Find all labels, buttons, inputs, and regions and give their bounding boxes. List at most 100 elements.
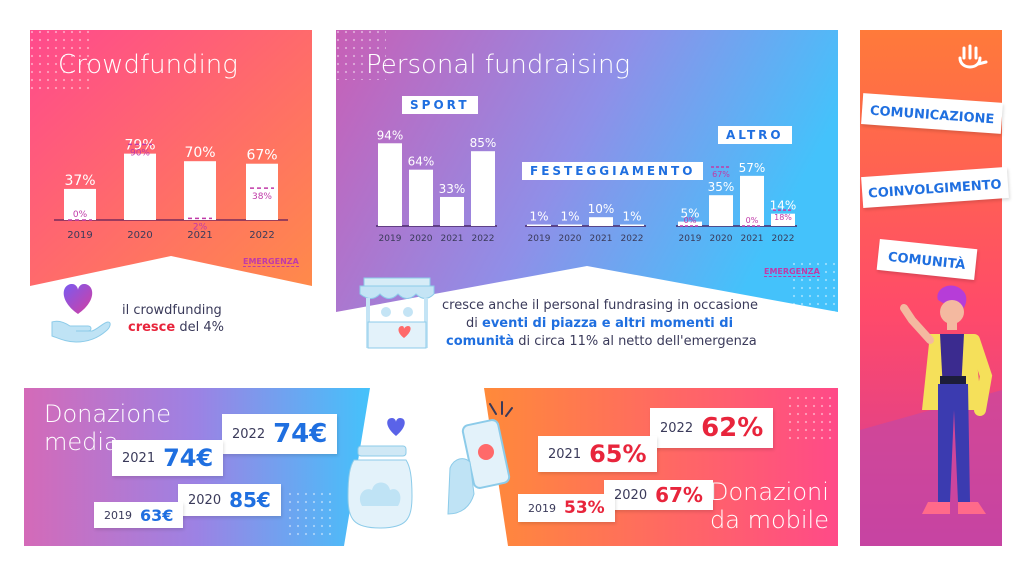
- personal-tick-label: 2022: [772, 234, 795, 244]
- crowdfunding-caption-rest: del 4%: [175, 320, 224, 335]
- festeggiamento-label: FESTEGGIAMENTO: [522, 162, 704, 180]
- mobile-bubble-2022: 2022 62%: [650, 408, 774, 448]
- personal-value-label: 5%: [680, 207, 699, 221]
- community-tag-comunicazione-label: COMUNICAZIONE: [869, 103, 995, 128]
- personal-value-label: 64%: [408, 155, 435, 169]
- donazione-bubble-2021: 2021 74€: [112, 440, 224, 476]
- personal-tick-label: 2019: [528, 234, 551, 244]
- personal-bar: [678, 221, 702, 226]
- personal-caption-line2-pre: di: [466, 316, 482, 331]
- mobile-bubble-year: 2019: [528, 501, 556, 515]
- phone-hand-icon: [447, 401, 513, 515]
- personal-tick-label: 2021: [741, 234, 764, 244]
- crowdfunding-bar: [64, 188, 96, 220]
- personal-value-label: 33%: [439, 182, 466, 196]
- donazione-bubble-value: 85€: [229, 488, 271, 512]
- personal-caption-line2-bold: eventi di piazza e altri momenti di: [482, 316, 734, 331]
- donation-jar-icon: [347, 418, 413, 529]
- crowdfunding-tick-label: 2021: [187, 230, 212, 241]
- crowdfunding-emergenza-label: EMERGENZA: [243, 257, 299, 267]
- personal-bar: [771, 213, 795, 226]
- personal-emergenza-value: 0%: [746, 216, 759, 225]
- personal-emergenza-value: 67%: [712, 170, 730, 179]
- donazione-bubble-value: 63€: [140, 505, 174, 525]
- personal-caption-line3: comunità di circa 11% al netto dell'emer…: [446, 334, 757, 349]
- personal-bar: [527, 224, 551, 226]
- crowdfunding-caption-bold: cresce: [128, 320, 176, 335]
- personal-fundraising-panel: Personal fundraising SPORT FESTEGGIAMENT…: [336, 30, 838, 312]
- donazione-bubble-value: 74€: [273, 419, 328, 449]
- donazione-bubble-year: 2022: [232, 426, 266, 442]
- personal-tick-label: 2022: [621, 234, 644, 244]
- crowdfunding-caption-line2: cresce del 4%: [128, 320, 224, 335]
- crowdfunding-tick-label: 2020: [127, 230, 152, 241]
- crowdfunding-tick-label: 2022: [249, 230, 274, 241]
- personal-caption-line2: di eventi di piazza e altri momenti di: [466, 316, 733, 331]
- donazione-bubble-year: 2019: [104, 508, 132, 522]
- personal-bar: [378, 143, 402, 226]
- personal-emergenza-value: 18%: [774, 213, 792, 222]
- personal-tick-label: 2020: [710, 234, 733, 244]
- donazioni-mobile-title-line2: da mobile: [710, 506, 829, 534]
- mobile-bubble-year: 2020: [614, 487, 648, 503]
- personal-emergenza-label: EMERGENZA: [764, 267, 820, 277]
- personal-value-label: 1%: [560, 210, 579, 224]
- donazione-bubble-value: 74€: [163, 444, 214, 472]
- crowdfunding-bar: [246, 163, 278, 220]
- personal-bar: [409, 169, 433, 226]
- crowdfunding-bar: [184, 161, 216, 220]
- donazione-bubble-2020: 2020 85€: [178, 484, 281, 516]
- mobile-bubble-2020: 2020 67%: [604, 480, 713, 510]
- personal-value-label: 14%: [770, 199, 797, 213]
- crowdfunding-title: Crowdfunding: [58, 50, 238, 80]
- sport-label: SPORT: [402, 96, 478, 114]
- mobile-bubble-value: 65%: [589, 440, 647, 468]
- personal-emergenza-value: 0%: [684, 216, 697, 225]
- personal-value-label: 1%: [529, 210, 548, 224]
- mobile-bubble-year: 2021: [548, 446, 582, 462]
- personal-caption-line3-rest: di circa 11% al netto dell'emergenza: [514, 334, 757, 349]
- donazioni-mobile-title-line1: Donazioni: [710, 478, 829, 506]
- crowdfunding-value-label: 70%: [184, 145, 215, 161]
- personal-bar: [740, 175, 764, 226]
- heart-hand-icon: [51, 284, 111, 343]
- crowdfunding-emergenza-value: 0%: [73, 210, 88, 220]
- crowdfunding-panel: Crowdfunding 37% 0% 2019 79% 90% 2020 70% 2% 202…: [30, 30, 312, 286]
- crowdfunding-emergenza-value: 38%: [252, 192, 272, 202]
- personal-value-label: 35%: [708, 180, 735, 194]
- personal-bar: [440, 196, 464, 226]
- crowdfunding-chart: 37% 0% 2019 79%90% 2020 70% 2%2021 67% 38% 2022: [54, 138, 288, 241]
- personal-fundraising-title: Personal fundraising: [366, 50, 631, 80]
- personal-tick-label: 2021: [590, 234, 613, 244]
- personal-tick-label: 2019: [679, 234, 702, 244]
- personal-value-label: 85%: [470, 136, 497, 150]
- mobile-bubble-value: 53%: [564, 498, 605, 518]
- crowdfunding-emergenza-value: 2%: [193, 222, 208, 232]
- personal-caption-line3-bold: comunità: [446, 334, 515, 349]
- personal-bar: [589, 217, 613, 226]
- crowdfunding-bar: [124, 153, 156, 220]
- personal-fundraising-chart: 94% 2019 64% 2020 33% 2021 85% 2022 1% 2019 1% 2020…: [376, 128, 797, 244]
- community-tag-comunita-label: COMUNITÀ: [887, 249, 967, 274]
- personal-bar: [709, 195, 733, 226]
- crowdfunding-emergenza-value: 90%: [130, 148, 150, 158]
- crowdfunding-value-label: 67%: [246, 148, 277, 164]
- donazione-media-title-line1: Donazione: [44, 400, 172, 428]
- mobile-bubble-2021: 2021 65%: [538, 436, 657, 472]
- personal-bar: [558, 224, 582, 226]
- mobile-bubble-2019: 2019 53%: [518, 494, 615, 522]
- personal-tick-label: 2020: [559, 234, 582, 244]
- mobile-bubble-value: 62%: [701, 413, 764, 443]
- personal-tick-label: 2019: [379, 234, 402, 244]
- crowdfunding-value-label: 79%: [124, 138, 155, 154]
- donazione-bubble-2019: 2019 63€: [94, 502, 184, 528]
- mobile-bubble-year: 2022: [660, 420, 694, 436]
- personal-value-label: 94%: [377, 128, 404, 142]
- personal-tick-label: 2021: [441, 234, 464, 244]
- donazione-bubble-year: 2021: [122, 450, 156, 466]
- altro-label: ALTRO: [718, 126, 792, 144]
- crowdfunding-caption-line1: il crowdfunding: [122, 303, 222, 318]
- personal-tick-label: 2022: [472, 234, 495, 244]
- crowdfunding-value-label: 37%: [64, 173, 95, 189]
- personal-bar: [471, 151, 495, 226]
